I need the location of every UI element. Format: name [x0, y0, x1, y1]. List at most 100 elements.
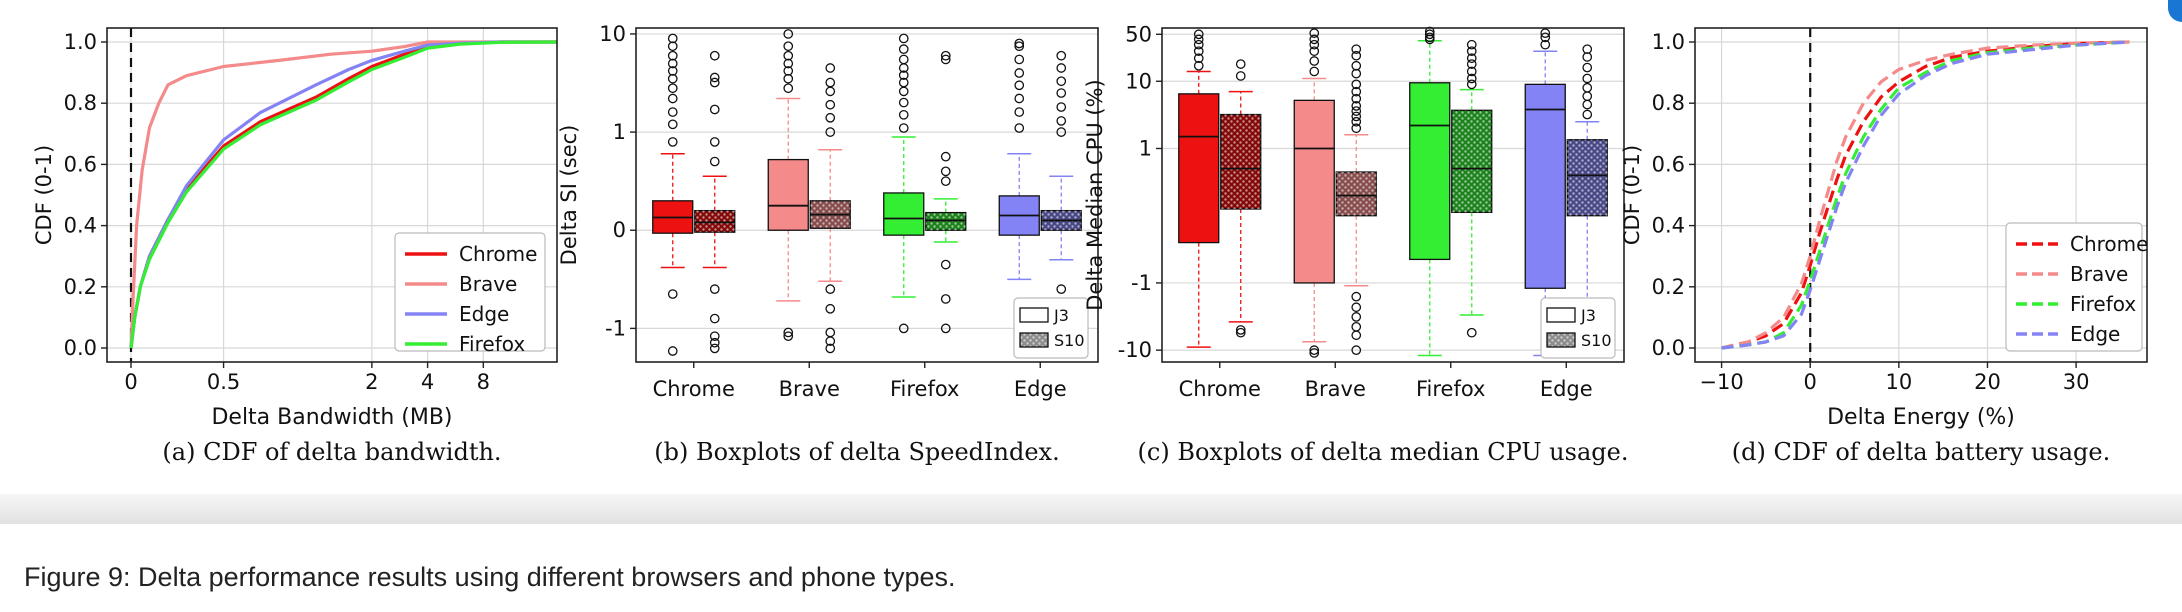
- outlier-point: [1351, 312, 1362, 322]
- outlier-point: [709, 337, 720, 348]
- page-separator-band: [0, 494, 2182, 524]
- outlier-point: [1014, 107, 1025, 117]
- outlier-point: [1056, 116, 1067, 126]
- legend-label-chrome: Chrome: [2070, 232, 2148, 256]
- legend-swatch-s10: [1546, 332, 1576, 348]
- box-hatch-dots: [1220, 114, 1261, 209]
- outlier-point: [667, 33, 678, 44]
- outlier-point: [1540, 32, 1551, 43]
- outlier-point: [1582, 99, 1593, 110]
- outlier-point: [1014, 68, 1025, 78]
- outlier-point: [1351, 68, 1362, 79]
- legend-label-j3: J3: [1053, 306, 1069, 325]
- outlier-point: [1582, 82, 1593, 93]
- outlier-point: [1056, 50, 1067, 61]
- y-tick-label: 0.4: [1652, 214, 1685, 238]
- y-tick-label: -1: [1131, 271, 1152, 295]
- y-tick-label: 50: [1125, 22, 1152, 46]
- legend-label-firefox: Firefox: [459, 332, 525, 356]
- y-tick-label: 0.2: [64, 275, 97, 299]
- outlier-point: [709, 137, 720, 147]
- outlier-point: [1582, 73, 1593, 84]
- outlier-point: [1014, 123, 1025, 133]
- outlier-point: [1424, 32, 1435, 43]
- category-label: Chrome: [1179, 377, 1261, 401]
- outlier-point: [1351, 123, 1362, 134]
- outlier-point: [1351, 111, 1362, 122]
- category-label: Chrome: [653, 377, 735, 401]
- x-tick-label: −10: [1699, 370, 1743, 394]
- outlier-point: [709, 72, 720, 83]
- legend-label-edge: Edge: [2070, 322, 2120, 346]
- outlier-point: [1351, 106, 1362, 116]
- outlier-point: [1351, 60, 1362, 71]
- outlier-point: [1466, 66, 1477, 77]
- outlier-point: [1235, 325, 1246, 335]
- outlier-point: [1351, 93, 1362, 104]
- outlier-point: [1014, 54, 1025, 65]
- outlier-point: [825, 127, 836, 137]
- outlier-point: [1056, 63, 1067, 73]
- outlier-point: [783, 66, 794, 76]
- legend-box: [394, 232, 546, 352]
- outlier-point: [667, 107, 678, 117]
- outlier-point: [898, 323, 909, 334]
- outlier-point: [1351, 86, 1362, 97]
- outlier-point: [1351, 79, 1362, 90]
- outlier-point: [1466, 53, 1477, 64]
- y-tick-label: 0.2: [1652, 275, 1685, 299]
- outlier-point: [825, 303, 836, 314]
- y-tick-label: 1.0: [64, 30, 97, 54]
- outlier-point: [898, 97, 909, 108]
- legend-swatch-j3: [1546, 307, 1576, 323]
- outlier-point: [1351, 101, 1362, 111]
- outlier-point: [709, 50, 720, 61]
- y-tick-label: 10: [599, 22, 626, 46]
- outlier-point: [1014, 80, 1025, 91]
- x-tick-label: 8: [477, 370, 490, 394]
- outlier-point: [898, 109, 909, 120]
- outlier-point: [783, 50, 794, 61]
- panel-caption: (a) CDF of delta bandwidth.: [162, 438, 501, 466]
- category-label: Edge: [1014, 377, 1067, 401]
- outlier-point: [709, 331, 720, 342]
- legend-swatch-s10: [1019, 332, 1049, 348]
- outlier-point: [709, 104, 720, 115]
- category-label: Brave: [1305, 377, 1366, 401]
- y-axis-label: CDF (0-1): [32, 145, 56, 245]
- outlier-point: [709, 77, 720, 88]
- outlier-point: [1056, 284, 1067, 294]
- legend-label-firefox: Firefox: [2070, 292, 2136, 316]
- y-tick-label: 0.8: [64, 91, 97, 115]
- outlier-point: [1582, 62, 1593, 73]
- outlier-point: [825, 86, 836, 97]
- outlier-point: [667, 93, 678, 104]
- box-hatch-dots: [1567, 139, 1608, 216]
- plot-area-frame: [1694, 27, 2148, 363]
- outlier-point: [940, 151, 951, 162]
- y-tick-label: 0.6: [64, 152, 97, 176]
- outlier-point: [940, 166, 951, 177]
- outlier-point: [1466, 59, 1477, 69]
- plot-area-frame: [1161, 27, 1625, 363]
- x-axis-label: Delta Energy (%): [1827, 405, 2015, 430]
- outlier-point: [1309, 28, 1320, 38]
- box-hatch-dots: [1451, 110, 1492, 213]
- outlier-point: [1309, 39, 1320, 50]
- outlier-point: [783, 327, 794, 338]
- corner-indicator: [2168, 0, 2182, 22]
- caption-area: [0, 524, 2182, 612]
- series-line-brave: [1721, 40, 2130, 350]
- outlier-point: [667, 83, 678, 94]
- outlier-point: [1014, 41, 1025, 52]
- outlier-point: [1056, 102, 1067, 112]
- outlier-point: [898, 70, 909, 81]
- legend-swatch-j3: [1019, 307, 1049, 323]
- outlier-point: [1351, 345, 1362, 356]
- panel-caption: (d) CDF of delta battery usage.: [1732, 438, 2111, 466]
- plot-area-frame: [106, 27, 558, 363]
- outlier-point: [1309, 34, 1320, 45]
- x-tick-label: 20: [1974, 370, 2001, 394]
- box-hatch-dots: [694, 210, 735, 233]
- outlier-point: [1466, 39, 1477, 50]
